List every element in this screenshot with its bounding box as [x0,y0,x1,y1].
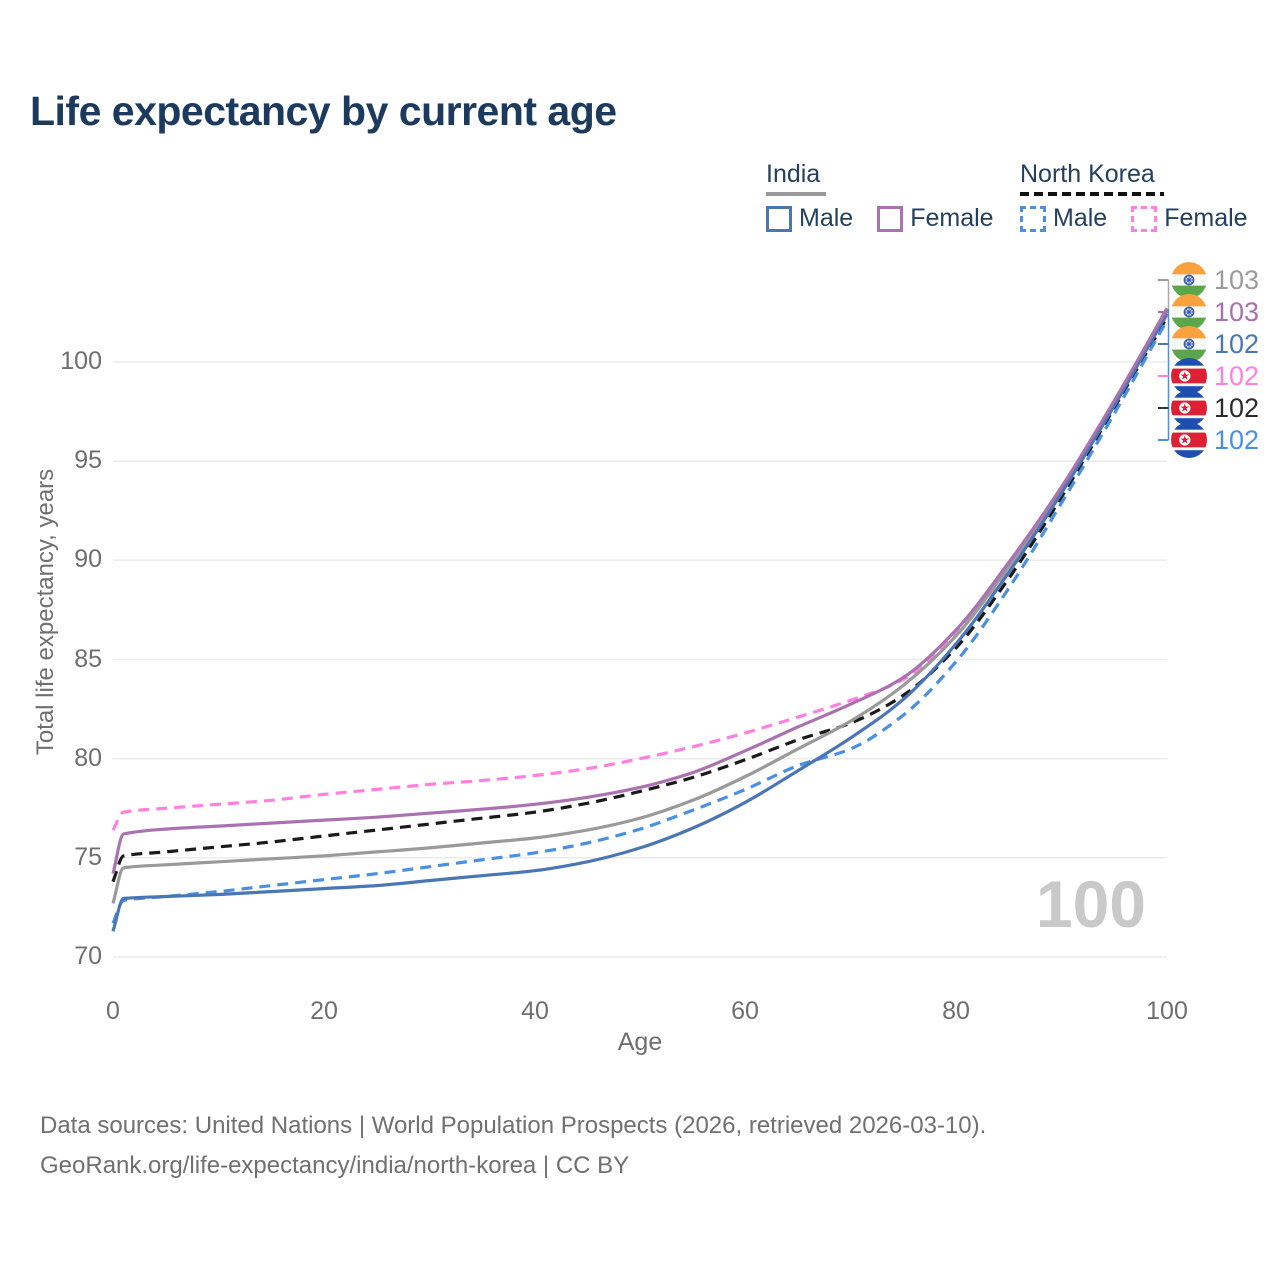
legend-swatch [877,205,904,232]
y-tick-label: 100 [60,347,102,375]
end-label-row: 102 [1171,358,1259,394]
legend-swatch [766,205,792,232]
x-tick-label: 100 [1146,997,1188,1025]
attribution-line: GeoRank.org/life-expectancy/india/north-… [40,1152,630,1179]
y-tick-label: 95 [74,446,102,474]
x-tick-label: 60 [731,997,759,1025]
x-tick-label: 0 [106,997,120,1025]
end-label-value: 103 [1214,265,1260,295]
flag-icon-north-korea [1171,358,1207,394]
legend-item-label: Male [1053,204,1108,232]
x-axis-title: Age [617,1028,663,1056]
end-label-row: 102 [1171,390,1259,426]
legend-item-india-female[interactable]: Female [877,204,994,233]
flag-icon-north-korea [1171,422,1207,458]
end-label-value: 102 [1214,361,1260,391]
end-label-value: 102 [1214,393,1260,423]
legend-group-underline [766,192,826,196]
flag-icon-india [1171,262,1207,298]
legend-swatch [1131,205,1158,232]
legend-item-india-male[interactable]: Male [766,204,853,233]
page-title: Life expectancy by current age [30,88,617,134]
y-tick-label: 75 [74,843,102,871]
legend-group-north-korea: North Korea Male Female [1020,160,1272,233]
y-tick-label: 70 [74,942,102,970]
y-tick-label: 85 [74,645,102,673]
flag-icon-india [1171,326,1207,362]
series-line-india-female[interactable] [111,308,1169,875]
end-label-value: 103 [1214,297,1260,327]
legend-item-label: Male [799,204,854,232]
legend-swatch [1020,205,1046,232]
footer: Data sources: United Nations | World Pop… [40,1106,986,1186]
x-tick-label: 20 [310,997,338,1025]
end-label-value: 102 [1214,425,1260,455]
x-tick-label: 40 [521,997,549,1025]
x-tick-label: 80 [942,997,970,1025]
end-label-value: 102 [1214,329,1260,359]
series-line-india-male[interactable] [111,312,1169,932]
flag-icon-india [1171,294,1207,330]
series-line-india-both[interactable] [111,307,1169,904]
end-label-row: 102 [1171,326,1259,362]
legend-item-label: Female [1164,204,1248,232]
legend-item-north-korea-male[interactable]: Male [1020,204,1107,233]
data-source-line: Data sources: United Nations | World Pop… [40,1112,987,1139]
series-line-north-korea-male[interactable] [111,319,1169,924]
legend-group-underline [1020,192,1164,196]
flag-icon-north-korea [1171,390,1207,426]
hover-age-watermark: 100 [1035,867,1146,941]
legend-group-label[interactable]: India [766,160,821,188]
y-tick-label: 80 [74,744,102,772]
legend-item-north-korea-female[interactable]: Female [1131,204,1248,233]
end-label-row: 102 [1171,422,1259,458]
legend-group-india: India Male Female [766,160,1018,233]
y-tick-label: 90 [74,545,102,573]
legend-item-label: Female [910,204,994,232]
series-line-north-korea-both[interactable] [111,316,1169,883]
end-label-row: 103 [1171,262,1259,298]
end-label-row: 103 [1171,294,1259,330]
series-line-north-korea-female[interactable] [111,314,1169,831]
legend-group-label[interactable]: North Korea [1020,160,1155,188]
